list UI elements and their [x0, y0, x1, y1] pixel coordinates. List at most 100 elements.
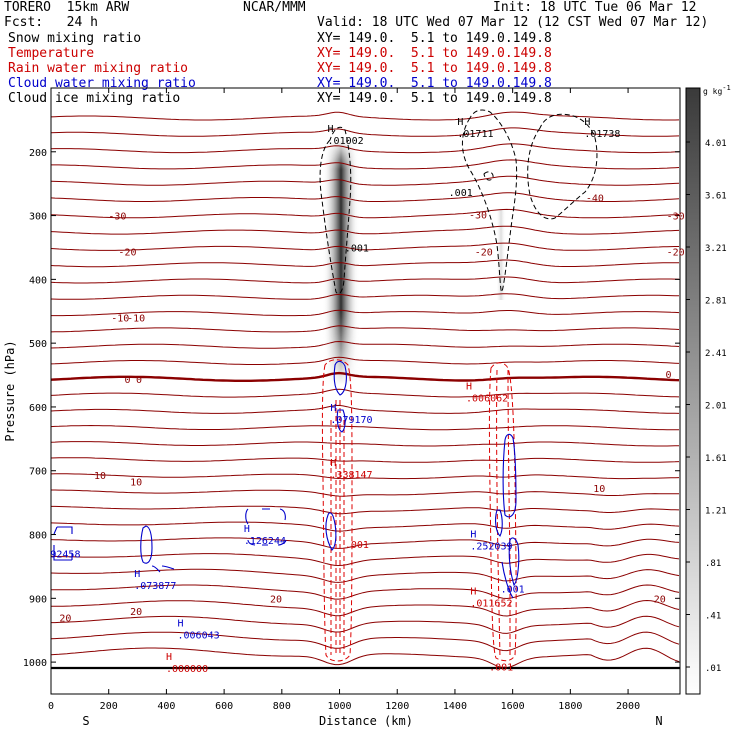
temperature-label: 20: [654, 594, 666, 605]
colorbar-label: 2.01: [705, 402, 727, 412]
y-tick-label: 600: [29, 403, 47, 414]
temperature-label: -30: [469, 210, 487, 221]
isotherm-line: [51, 325, 680, 333]
contour-value: .001: [489, 663, 513, 674]
isotherm-line: [51, 424, 679, 431]
isotherm-line: [51, 356, 680, 365]
isotherm-line: [51, 388, 680, 398]
cloud-water-contours: [53, 360, 520, 599]
max-marker: H: [166, 652, 172, 663]
x-tick-label: 800: [273, 701, 291, 712]
max-value: .01711: [457, 129, 493, 140]
colorbar-label: .41: [705, 612, 721, 622]
legend-snow: Snow mixing ratio: [8, 31, 142, 46]
cloud-ice-contours: [319, 109, 598, 294]
isotherm-line: [51, 293, 680, 300]
contour-value: .001: [345, 243, 369, 254]
colorbar-label: 2.41: [705, 349, 727, 359]
x-axis: 0 200 400 600 800 1000 1200 1400 1600 1800 2000: [48, 88, 640, 712]
isotherm-line: [51, 537, 680, 549]
x-tick-label: 2000: [616, 701, 640, 712]
temperature-labels: -30 -30 -30-40-20 -20 -20-10-100 0 01010102020…: [59, 194, 684, 625]
isotherm-line: [51, 127, 680, 137]
temperature-label: -30: [108, 212, 126, 223]
isotherm-line: [51, 584, 680, 600]
legend-cloud-water-xy: XY= 149.0. 5.1 to 149.0.149.8: [317, 76, 552, 91]
x-tick-label: 600: [215, 701, 233, 712]
legend-temperature: Temperature: [8, 46, 95, 61]
isotherm-line: [51, 457, 680, 463]
legend-cloud-ice-xy: XY= 149.0. 5.1 to 149.0.149.8: [317, 91, 552, 106]
isotherm-line: [51, 309, 680, 317]
isotherm-line: [51, 647, 680, 669]
temperature-label: -30: [667, 212, 685, 223]
x-tick-label: 1800: [558, 701, 582, 712]
isotherm-line: [51, 473, 680, 480]
freezing-level-line: [51, 371, 680, 382]
max-value: .01002: [328, 136, 364, 147]
temperature-label: 0: [124, 375, 130, 386]
x-end-left: S: [82, 714, 89, 728]
contour-value-labels: .001 .001 .001 .001 .001 92458: [50, 188, 524, 674]
colorbar-label: .01: [705, 664, 721, 674]
colorbar-label: 3.61: [705, 192, 727, 202]
temperature-label: 20: [270, 594, 282, 605]
isotherm-line: [51, 276, 680, 284]
temperature-contours: [51, 111, 680, 669]
temperature-label: -20: [118, 247, 136, 258]
temperature-label: 20: [59, 613, 71, 624]
max-marker: H: [330, 403, 336, 414]
legend-cloud-water: Cloud water mixing ratio: [8, 76, 196, 91]
isotherm-line: [51, 521, 680, 532]
y-tick-label: 1000: [23, 658, 47, 669]
center-title: NCAR/MMM: [243, 0, 306, 15]
max-value: .006062: [466, 393, 508, 404]
init-time: Init: 18 UTC Tue 06 Mar 12: [493, 0, 697, 15]
max-value: .079170: [330, 415, 372, 426]
isotherm-line: [51, 631, 680, 652]
max-marker: H: [470, 529, 476, 540]
max-marker: H: [244, 524, 250, 535]
max-value: .011652: [470, 599, 512, 610]
x-tick-label: 1400: [443, 701, 467, 712]
x-tick-label: 400: [157, 701, 175, 712]
temperature-label: 20: [130, 607, 142, 618]
temperature-label: -10: [111, 314, 129, 325]
temperature-label: 10: [593, 484, 605, 495]
colorbar-label: 3.21: [705, 244, 727, 254]
isotherm-line: [51, 208, 680, 219]
max-marker: H: [457, 117, 463, 128]
maximum-labels: H.01002H.01711H.01738H.006062H.079170H.3…: [134, 117, 620, 675]
temperature-label: 10: [130, 478, 142, 489]
colorbar-label: 1.21: [705, 507, 727, 517]
isotherm-line: [51, 599, 680, 617]
legend-rain-xy: XY= 149.0. 5.1 to 149.0.149.8: [317, 61, 552, 76]
isotherm-line: [51, 192, 680, 202]
x-tick-label: 0: [48, 701, 54, 712]
contour-value: .001: [501, 585, 525, 596]
temperature-label: -20: [667, 247, 685, 258]
temperature-label: 0: [665, 370, 671, 381]
isotherm-line: [51, 568, 680, 583]
colorbar-units: g kg-1: [703, 84, 731, 96]
isotherm-line: [51, 340, 680, 349]
model-title: TORERO 15km ARW: [4, 0, 130, 15]
temperature-label: -20: [475, 247, 493, 258]
colorbar: [685, 87, 701, 695]
temperature-label: 10: [94, 471, 106, 482]
x-axis-title: Distance (km): [319, 714, 413, 728]
isotherm-line: [51, 505, 680, 515]
contour-value: 92458: [50, 550, 80, 561]
max-marker: H: [330, 458, 336, 469]
forecast-hour: Fcst: 24 h: [4, 15, 98, 30]
plot-frame: [50, 87, 681, 695]
max-marker: H: [134, 569, 140, 580]
isotherm-line: [51, 441, 680, 447]
y-tick-label: 400: [29, 275, 47, 286]
isotherm-line: [51, 225, 680, 235]
x-tick-label: 1000: [327, 701, 351, 712]
x-tick-label: 200: [100, 701, 118, 712]
max-marker: H: [584, 117, 590, 128]
